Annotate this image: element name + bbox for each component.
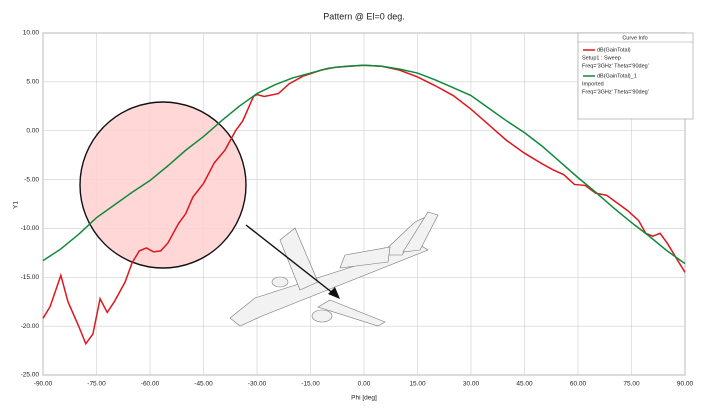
x-tick-label: 45.00 [516,381,533,388]
x-tick-label: -75.00 [87,381,106,388]
legend-variables: Freq='3GHz' Theta='90deg' [582,63,649,69]
legend-label: dB(GainTotal) [597,47,631,53]
x-tick-label: 30.00 [463,381,480,388]
legend-variables: Freq='3GHz' Theta='90deg' [582,89,649,95]
y-tick-label: 0.00 [26,127,39,134]
x-axis-label: Phi [deg] [351,395,377,402]
legend-title: Curve Info [622,35,647,41]
y-tick-label: 10.00 [23,30,40,37]
y-axis-label: Y1 [13,201,20,209]
legend: dB(GainTotal) Setup1 : Sweep Freq='3GHz' T… [582,47,649,95]
legend-setup: Setup1 : Sweep [582,55,621,61]
legend-setup: Imported [582,81,604,87]
y-tick-label: -25.00 [21,372,40,379]
x-tick-label: -15.00 [301,381,320,388]
highlight-circle [79,101,247,269]
x-tick-label: 90.00 [677,381,694,388]
x-tick-label: -90.00 [34,381,53,388]
y-tick-label: -5.00 [24,176,39,183]
curves [42,64,686,346]
x-tick-label: -60.00 [141,381,160,388]
y-tick-label: -10.00 [21,225,40,232]
y-tick-label: -15.00 [21,274,40,281]
chart-title: Pattern @ El=0 deg. [323,11,404,21]
legend-box [577,32,694,120]
y-tick-label: 5.00 [26,79,39,86]
x-tick-label: 75.00 [623,381,640,388]
x-tick-label: -30.00 [248,381,267,388]
arrow [245,224,335,295]
x-tick-label: -45.00 [194,381,213,388]
series-line [42,64,686,265]
x-tick-label: 15.00 [409,381,426,388]
legend-label: dB(GainTotal)_1 [597,73,637,79]
y-tick-label: -20.00 [21,323,40,330]
x-tick-label: 60.00 [570,381,587,388]
x-tick-label: 0.00 [358,381,371,388]
arrow-head [328,287,340,299]
